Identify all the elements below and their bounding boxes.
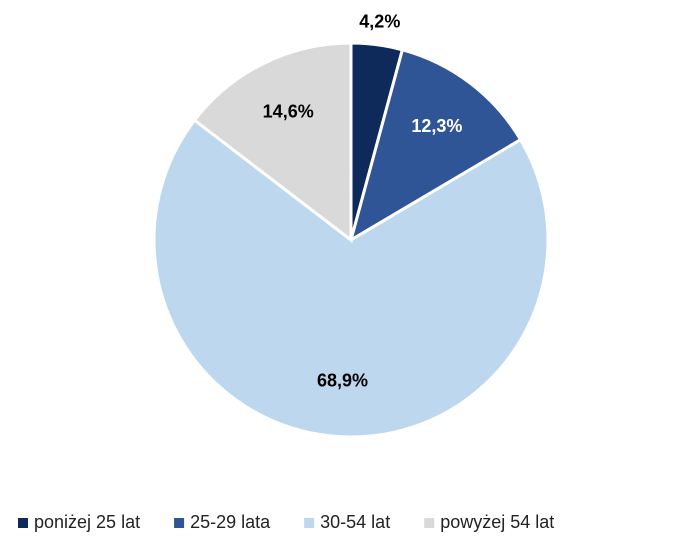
data-label: 68,9%: [317, 370, 368, 390]
legend-label: poniżej 25 lat: [34, 512, 140, 532]
legend-label: 25-29 lata: [190, 512, 271, 532]
legend-swatch: [304, 518, 315, 528]
data-label: 14,6%: [263, 102, 314, 122]
pie-slice: [348, 47, 523, 244]
pie-slice: [192, 41, 353, 244]
legend-label: powyżej 54 lat: [440, 512, 554, 532]
legend-swatch: [18, 518, 28, 528]
data-label: 12,3%: [411, 116, 462, 136]
legend-swatch: [174, 518, 185, 528]
legend-swatch: [424, 518, 435, 528]
legend-label: 30-54 lat: [320, 512, 390, 532]
pie-slice: [152, 118, 550, 439]
data-label: 4,2%: [359, 12, 400, 32]
